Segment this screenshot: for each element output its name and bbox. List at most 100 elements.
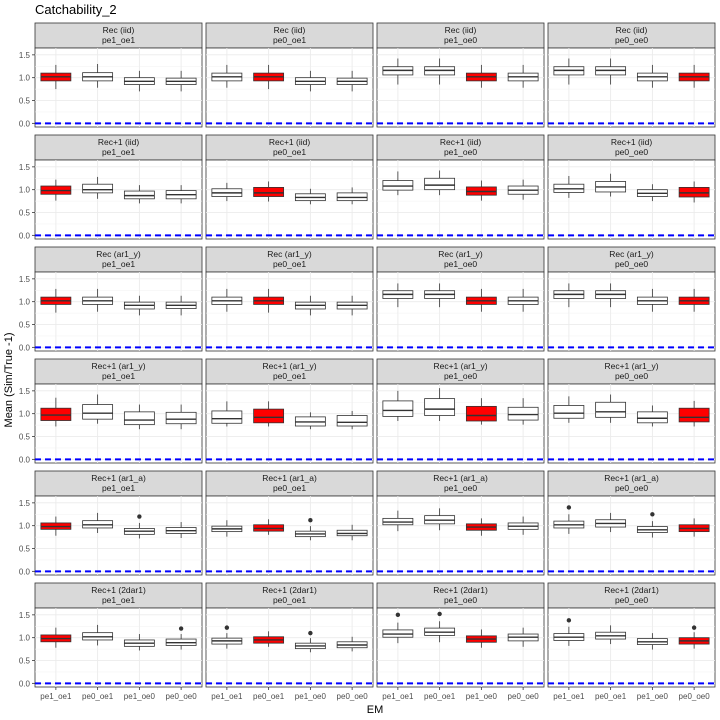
- box: [294, 630, 326, 653]
- box: [211, 401, 243, 427]
- x-tick-label: pe0_oe1: [424, 692, 456, 701]
- strip-label: pe0_oe1: [273, 259, 306, 269]
- box: [336, 187, 368, 205]
- y-tick-label: 0.5: [19, 545, 31, 554]
- strip-background: [547, 22, 716, 49]
- outlier-point: [308, 630, 313, 636]
- y-tick-label: 1.0: [19, 186, 31, 195]
- box: [553, 505, 585, 534]
- box: [636, 512, 668, 538]
- strip-label: pe0_oe0: [615, 35, 648, 45]
- y-tick-label: 1.5: [19, 499, 31, 508]
- outlier-point: [224, 625, 230, 630]
- box: [595, 394, 627, 423]
- strip-label: pe0_oe1: [273, 371, 306, 381]
- strip-label: Rec+1 (ar1_a): [433, 473, 488, 483]
- box-iqr: [678, 407, 710, 423]
- box: [678, 288, 710, 312]
- panel-background: [205, 47, 374, 128]
- box: [553, 396, 585, 423]
- facet-panel: Rec (iid)pe1_oe1 0.0 0.5 1.0 1.5: [19, 22, 203, 128]
- y-tick-label: 0.5: [19, 657, 31, 666]
- facet-panel: Rec+1 (iid)pe0_oe0: [547, 134, 716, 240]
- strip-label: pe1_oe1: [102, 595, 135, 605]
- box: [424, 611, 456, 643]
- box: [82, 63, 114, 88]
- box: [165, 626, 197, 650]
- strip-label: Rec (iid): [616, 25, 648, 35]
- panel-background: [34, 159, 203, 240]
- box: [507, 288, 539, 312]
- box: [553, 58, 585, 85]
- facet-panel: Rec (iid)pe0_oe0: [547, 22, 716, 128]
- box: [40, 179, 72, 201]
- box: [165, 295, 197, 316]
- box: [253, 64, 285, 90]
- outlier-point: [650, 512, 655, 517]
- box-iqr: [424, 398, 456, 416]
- outlier-point: [137, 514, 142, 519]
- box: [595, 625, 627, 645]
- strip-label: pe0_oe1: [273, 595, 306, 605]
- strip-background: [376, 134, 545, 161]
- chart-title: Catchability_2: [35, 2, 117, 17]
- box: [40, 516, 72, 536]
- outlier-point: [308, 518, 313, 523]
- box-iqr: [595, 401, 627, 418]
- y-tick-label: 1.0: [19, 74, 31, 83]
- box: [211, 625, 243, 649]
- strip-background: [34, 134, 203, 161]
- box-iqr: [253, 408, 285, 424]
- x-tick-label: pe1_oe1: [211, 692, 243, 701]
- box: [165, 404, 197, 430]
- y-axis-title: Mean (Sim/True -1): [3, 333, 15, 428]
- strip-label: pe0_oe0: [615, 483, 648, 493]
- panel-background: [547, 47, 716, 128]
- strip-label: pe1_oe0: [444, 147, 477, 157]
- box: [336, 295, 368, 316]
- x-tick-label: pe0_oe1: [82, 692, 114, 701]
- strip-background: [376, 358, 545, 385]
- x-tick-label: pe0_oe0: [679, 692, 711, 701]
- strip-label: pe1_oe1: [102, 259, 135, 269]
- box: [82, 512, 114, 533]
- facet-panel: Rec+1 (iid)pe1_oe0: [376, 134, 545, 240]
- strip-label: Rec+1 (iid): [98, 137, 140, 147]
- strip-background: [376, 246, 545, 273]
- strip-label: Rec+1 (ar1_y): [262, 361, 316, 371]
- strip-background: [547, 134, 716, 161]
- y-tick-label: 0.5: [19, 321, 31, 330]
- box: [336, 524, 368, 541]
- box: [636, 184, 668, 202]
- strip-label: Rec (iid): [103, 25, 135, 35]
- box: [382, 58, 414, 85]
- strip-label: pe1_oe1: [102, 483, 135, 493]
- box: [40, 397, 72, 427]
- box: [424, 508, 456, 531]
- strip-label: Rec (ar1_y): [438, 249, 483, 259]
- facet-panel: Rec (ar1_y)pe0_oe1: [205, 246, 374, 352]
- box: [636, 64, 668, 88]
- box: [123, 295, 155, 316]
- strip-label: Rec+1 (ar1_y): [91, 361, 145, 371]
- facet-panel: Rec (ar1_y)pe0_oe0: [547, 246, 716, 352]
- box: [211, 182, 243, 202]
- box: [253, 181, 285, 202]
- strip-label: pe0_oe1: [273, 147, 306, 157]
- box: [678, 181, 710, 203]
- strip-label: Rec+1 (ar1_y): [604, 361, 658, 371]
- box: [424, 388, 456, 421]
- box: [294, 412, 326, 430]
- box: [165, 522, 197, 539]
- strip-label: Rec+1 (iid): [269, 137, 311, 147]
- y-tick-label: 1.5: [19, 387, 31, 396]
- facet-panel: Rec (ar1_y)pe1_oe1 0.0 0.5 1.0 1.5: [19, 246, 203, 352]
- panel-background: [34, 607, 203, 688]
- box: [382, 390, 414, 421]
- facet-panel: Rec+1 (ar1_y)pe0_oe1: [205, 358, 374, 464]
- box: [465, 64, 497, 88]
- box: [507, 64, 539, 88]
- strip-label: Rec+1 (2dar1): [91, 585, 146, 595]
